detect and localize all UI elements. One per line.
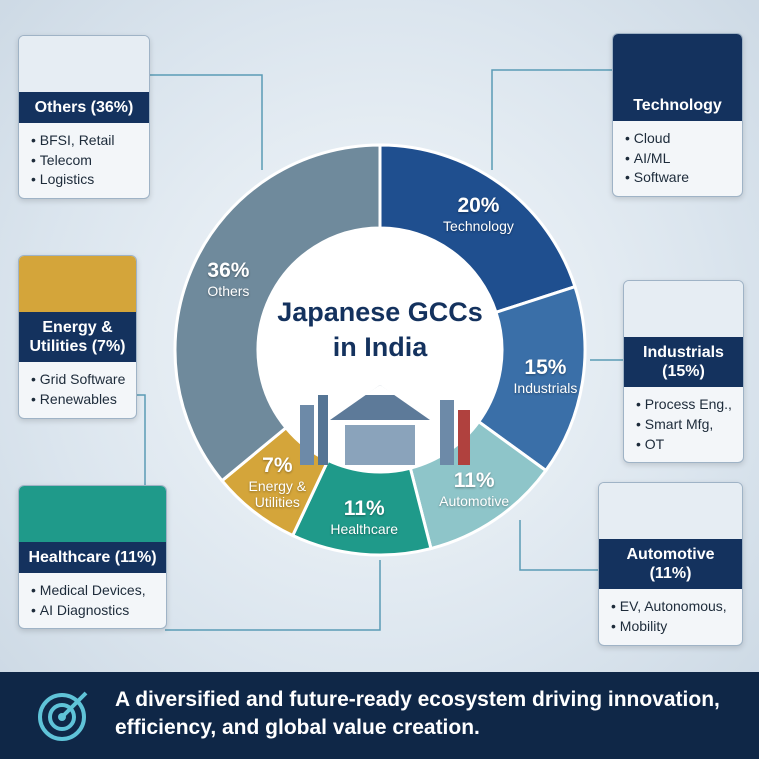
category-card: Energy & Utilities (7%)Grid SoftwareRene… (18, 255, 137, 419)
category-label: Industrials (513, 380, 578, 397)
segment-label: 7% Energy & Utilities (232, 454, 322, 510)
category-label: Automotive (439, 492, 510, 509)
value-label: 11% (343, 496, 385, 520)
value-label: 7% (262, 454, 293, 478)
category-card: Others (36%)BFSI, RetailTelecomLogistics (18, 35, 150, 199)
card-item: Process Eng., (636, 395, 733, 415)
segment-label: 11% Healthcare (319, 497, 409, 537)
footer: A diversified and future-ready ecosystem… (0, 672, 759, 759)
card-list: Medical Devices,AI Diagnostics (19, 573, 166, 628)
card-item: OT (636, 435, 733, 455)
card-icon (19, 256, 136, 312)
card-list: CloudAI/MLSoftware (613, 121, 742, 196)
card-item: Medical Devices, (31, 581, 156, 601)
card-icon (599, 483, 742, 539)
card-item: Renewables (31, 390, 126, 410)
card-item: Telecom (31, 151, 139, 171)
card-list: Grid SoftwareRenewables (19, 362, 136, 417)
segment-label: 20% Technology (433, 194, 523, 234)
segment-label: 36% Others (183, 259, 273, 299)
card-item: Logistics (31, 170, 139, 190)
category-label: Healthcare (330, 520, 399, 537)
segment-label: 15% Industrials (500, 356, 590, 396)
card-list: Process Eng.,Smart Mfg,OT (624, 387, 743, 462)
card-icon (19, 36, 149, 92)
card-item: Smart Mfg, (636, 415, 733, 435)
card-icon (624, 281, 743, 337)
footer-text: A diversified and future-ready ecosystem… (115, 688, 720, 740)
segment-label: 11% Automotive (429, 468, 519, 508)
card-item: EV, Autonomous, (611, 597, 732, 617)
card-item: BFSI, Retail (31, 131, 139, 151)
value-label: 11% (453, 468, 495, 492)
card-item: Software (625, 168, 732, 188)
value-label: 36% (207, 258, 250, 282)
category-card: Automotive (11%)EV, Autonomous,Mobility (598, 482, 743, 646)
target-icon (38, 691, 88, 741)
category-card: TechnologyCloudAI/MLSoftware (612, 33, 743, 197)
card-list: BFSI, RetailTelecomLogistics (19, 123, 149, 198)
card-item: AI Diagnostics (31, 601, 156, 621)
card-icon (613, 34, 742, 90)
card-title: Automotive (11%) (599, 539, 742, 590)
value-label: 15% (524, 356, 567, 380)
card-title: Technology (613, 90, 742, 122)
connectors (135, 69, 623, 631)
card-item: Mobility (611, 617, 732, 637)
category-label: Technology (443, 218, 514, 235)
card-title: Industrials (15%) (624, 337, 743, 388)
card-title: Others (36%) (19, 92, 149, 124)
card-icon (19, 486, 166, 542)
card-item: Cloud (625, 129, 732, 149)
category-label: Energy & Utilities (248, 478, 307, 511)
category-card: Industrials (15%)Process Eng.,Smart Mfg,… (623, 280, 744, 464)
card-title: Healthcare (11%) (19, 542, 166, 574)
card-item: Grid Software (31, 370, 126, 390)
category-card: Healthcare (11%)Medical Devices,AI Diagn… (18, 485, 167, 630)
card-title: Energy & Utilities (7%) (19, 312, 136, 363)
card-list: EV, Autonomous,Mobility (599, 589, 742, 644)
chart-title: Japanese GCCs in India (277, 297, 483, 363)
skyline (300, 385, 470, 465)
category-label: Others (207, 282, 250, 299)
card-item: AI/ML (625, 149, 732, 169)
value-label: 20% (457, 194, 500, 218)
